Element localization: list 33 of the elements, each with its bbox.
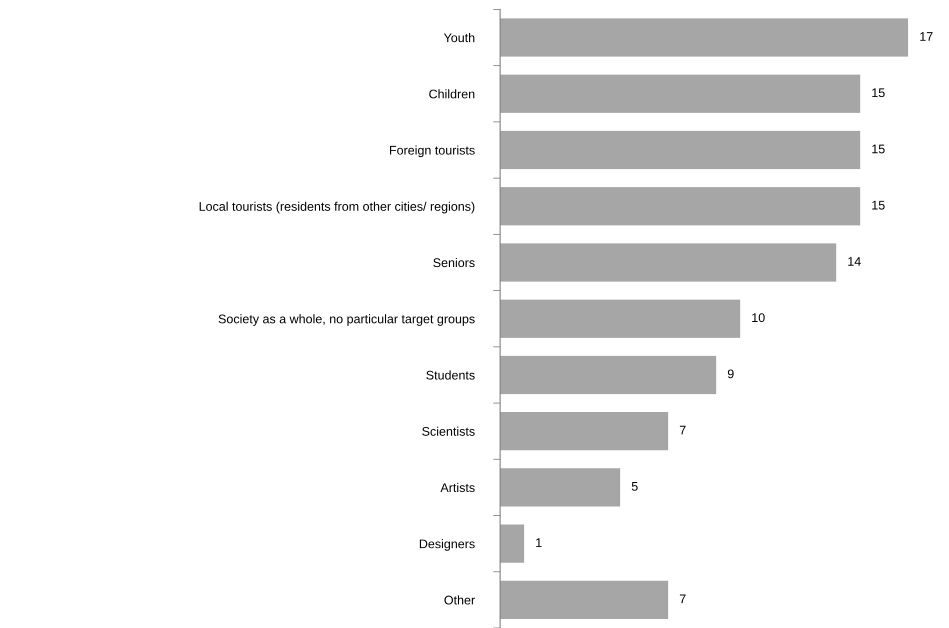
data-label: 7 xyxy=(680,594,686,604)
y-tick-label: Youth xyxy=(444,33,474,42)
bar xyxy=(500,580,668,619)
bar xyxy=(500,130,860,170)
data-label: 1 xyxy=(536,538,542,547)
y-tick-label: Scientists xyxy=(422,426,475,436)
y-tick-label: Artists xyxy=(440,482,475,492)
bar xyxy=(500,187,860,226)
data-label: 10 xyxy=(752,313,765,322)
y-tick-label: Students xyxy=(426,370,475,380)
bar xyxy=(500,300,740,338)
y-tick-label: Local tourists (residents from other cities/ regions) xyxy=(200,202,474,214)
data-label: 15 xyxy=(872,88,885,98)
data-label: 14 xyxy=(848,257,861,266)
bar xyxy=(500,243,836,282)
bar xyxy=(500,18,908,57)
data-label: 15 xyxy=(872,144,885,154)
bar xyxy=(500,74,860,113)
y-tick-label: Foreign tourists xyxy=(390,145,475,158)
bar xyxy=(500,356,716,394)
data-label: 17 xyxy=(920,32,933,41)
data-label: 7 xyxy=(680,426,686,434)
bar xyxy=(500,412,668,450)
bar xyxy=(500,524,524,563)
bar xyxy=(500,468,620,507)
y-tick-label: Designers xyxy=(420,539,475,551)
y-tick-label: Society as a whole, no particular target groups xyxy=(218,314,475,326)
y-tick-label: Seniors xyxy=(433,258,475,268)
data-label: 9 xyxy=(728,369,734,378)
data-label: 15 xyxy=(872,200,885,210)
y-tick-label: Children xyxy=(429,89,474,98)
y-tick-label: Other xyxy=(444,595,475,605)
data-label: 5 xyxy=(632,482,638,491)
